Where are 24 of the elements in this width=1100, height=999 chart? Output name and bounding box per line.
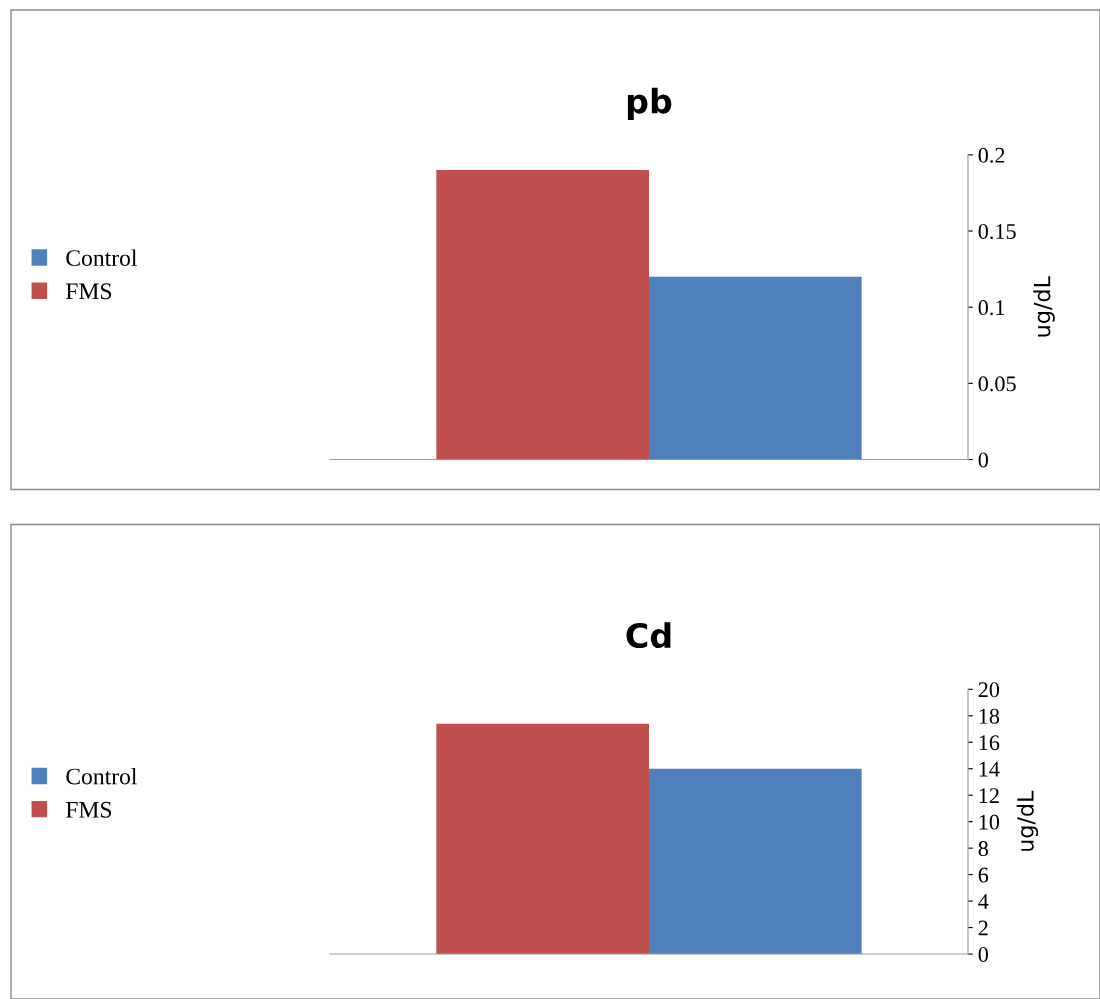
y-axis-title: ug/dL (1016, 790, 1039, 851)
y-tick-label: 16 (979, 735, 1000, 751)
y-axis-title: ug/dL (1033, 276, 1055, 337)
legend-label: FMS (65, 801, 112, 818)
legend-label: Control (66, 767, 137, 785)
y-tick-label: 20 (978, 682, 1000, 698)
y-tick-label: 6 (978, 867, 989, 883)
chart-title: pb (627, 87, 672, 121)
y-tick-label: 14 (979, 761, 1000, 777)
y-tick-label: 12 (979, 788, 999, 803)
y-tick-label: 0.05 (978, 376, 1016, 392)
chart-title: Cd (626, 622, 671, 649)
legend-label: Control (66, 249, 137, 267)
y-tick-label: 8 (978, 841, 988, 857)
y-tick-label: 4 (978, 894, 989, 909)
legend-label: FMS (65, 283, 112, 300)
y-tick-label: 18 (979, 708, 1000, 724)
y-tick-label: 0.2 (978, 147, 1005, 163)
y-tick-label: 0 (978, 946, 988, 962)
y-tick-label: 0 (978, 452, 988, 468)
y-tick-label: 10 (979, 814, 1000, 830)
y-tick-label: 0.1 (978, 300, 1005, 316)
y-tick-label: 2 (978, 920, 988, 936)
y-tick-label: 0.15 (978, 223, 1016, 240)
